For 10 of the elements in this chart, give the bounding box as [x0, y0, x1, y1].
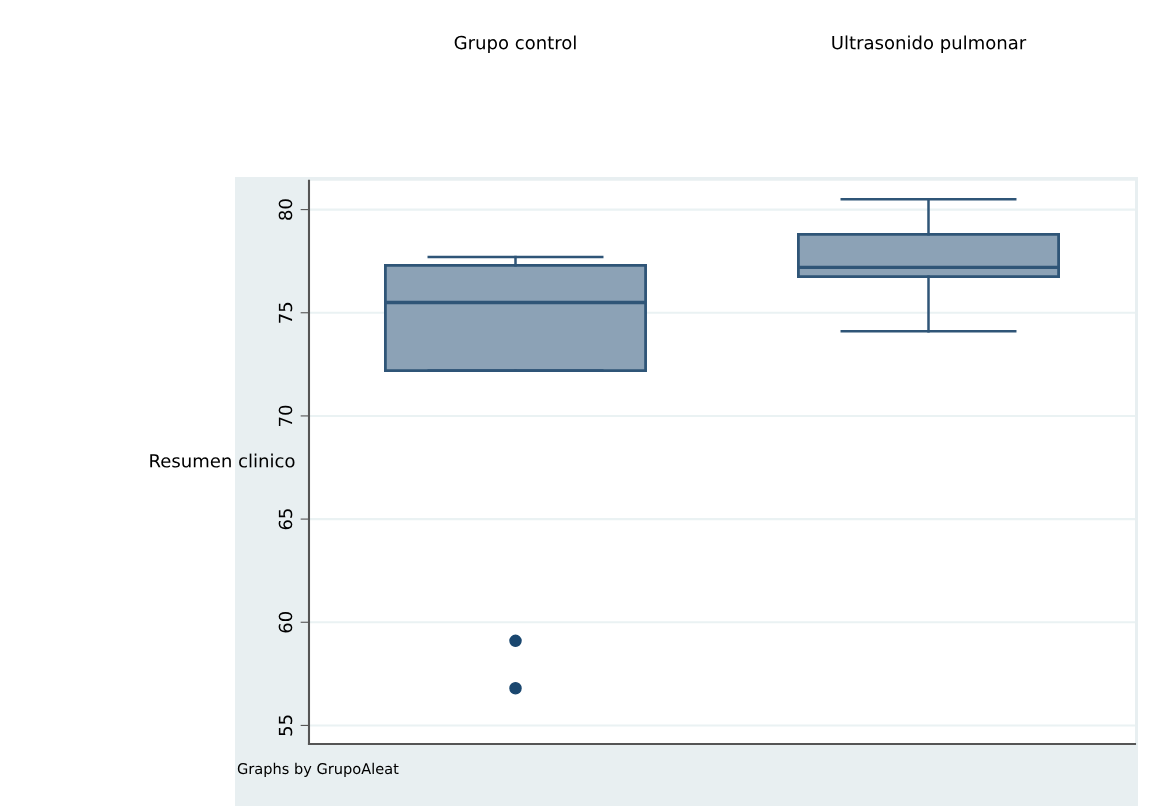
- y-tick-label: 70: [278, 405, 293, 426]
- y-tick-label: 60: [278, 611, 293, 633]
- y-tick-label: 55: [278, 715, 293, 736]
- x-tick-label: Ultrasonido pulmonar: [832, 35, 1027, 53]
- x-tick-label: Grupo control: [454, 35, 576, 53]
- y-tick-label: 75: [278, 302, 293, 323]
- y-tick-label: 65: [278, 509, 293, 530]
- y-tick-label: 80: [278, 199, 293, 220]
- text: Graphs by GrupoAleat: [237, 762, 399, 777]
- y-axis-title: Resumen clinico: [150, 453, 295, 468]
